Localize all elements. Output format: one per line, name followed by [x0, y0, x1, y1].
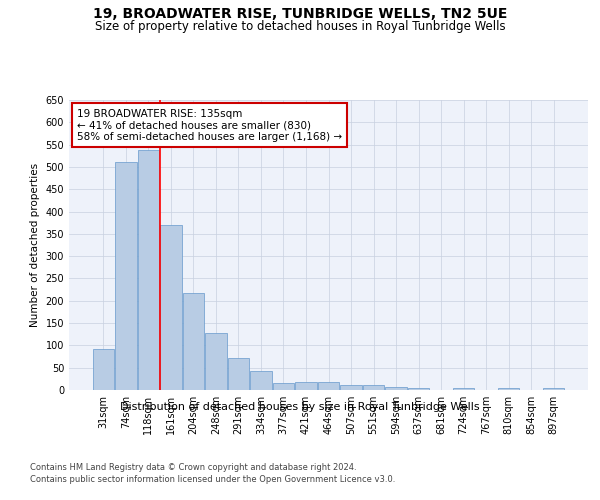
Text: 19 BROADWATER RISE: 135sqm
← 41% of detached houses are smaller (830)
58% of sem: 19 BROADWATER RISE: 135sqm ← 41% of deta… — [77, 108, 342, 142]
Bar — [318, 382, 339, 390]
Bar — [205, 334, 227, 390]
Bar — [453, 388, 475, 390]
Bar — [385, 387, 407, 390]
Text: Size of property relative to detached houses in Royal Tunbridge Wells: Size of property relative to detached ho… — [95, 20, 505, 33]
Y-axis label: Number of detached properties: Number of detached properties — [30, 163, 40, 327]
Bar — [543, 388, 565, 390]
Bar — [363, 385, 384, 390]
Bar — [295, 382, 317, 390]
Bar — [250, 371, 272, 390]
Bar — [137, 150, 159, 390]
Bar — [408, 388, 429, 390]
Bar — [273, 384, 294, 390]
Bar — [160, 225, 182, 390]
Bar — [115, 162, 137, 390]
Text: Distribution of detached houses by size in Royal Tunbridge Wells: Distribution of detached houses by size … — [120, 402, 480, 412]
Bar — [92, 349, 114, 390]
Text: Contains HM Land Registry data © Crown copyright and database right 2024.: Contains HM Land Registry data © Crown c… — [30, 462, 356, 471]
Bar — [340, 385, 362, 390]
Text: 19, BROADWATER RISE, TUNBRIDGE WELLS, TN2 5UE: 19, BROADWATER RISE, TUNBRIDGE WELLS, TN… — [93, 8, 507, 22]
Bar — [228, 358, 249, 390]
Bar — [498, 388, 520, 390]
Bar — [182, 292, 204, 390]
Text: Contains public sector information licensed under the Open Government Licence v3: Contains public sector information licen… — [30, 475, 395, 484]
